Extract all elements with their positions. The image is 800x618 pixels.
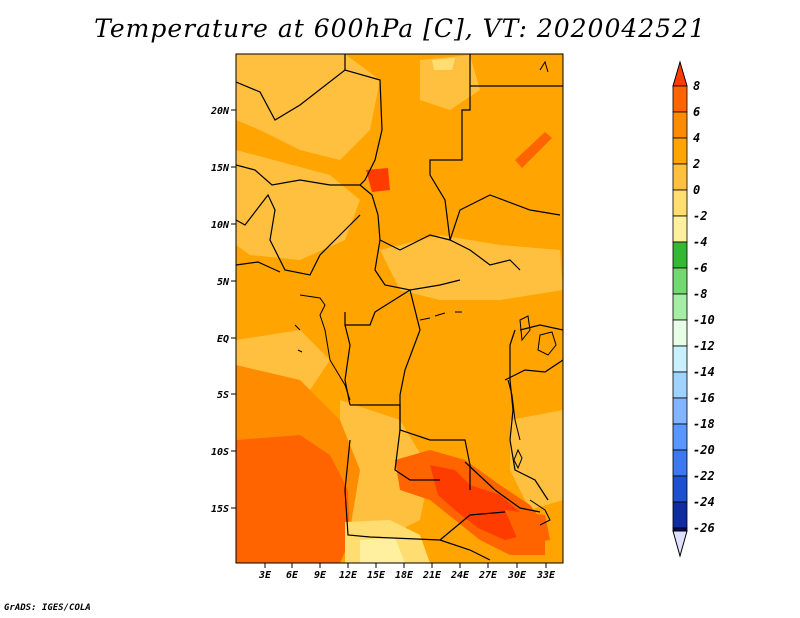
lon-tick: 3E: [258, 563, 272, 581]
lon-label: 15E: [367, 570, 386, 581]
lat-label: 5S: [217, 390, 229, 401]
colorbar-label: -16: [693, 391, 715, 405]
lat-tick: 5N: [217, 277, 236, 288]
colorbar-label: 2: [692, 157, 700, 171]
lat-label: 15N: [211, 163, 230, 174]
lon-label: 3E: [258, 570, 272, 581]
colorbar-label: -12: [693, 339, 715, 353]
colorbar-segment: [672, 215, 688, 243]
colorbar-segment: [672, 371, 688, 399]
lon-tick: 33E: [536, 563, 556, 581]
credit-text: GrADS: IGES/COLA: [4, 603, 91, 613]
colorbar-segment: [672, 293, 688, 321]
fill-warm-light: [236, 54, 380, 160]
lon-tick: 21E: [422, 563, 442, 581]
colorbar-segment: [672, 345, 688, 373]
fill-warm-light: [510, 410, 563, 510]
lat-tick: 20N: [210, 106, 236, 117]
colorbar-label: -2: [693, 209, 707, 223]
fill-cool: [432, 58, 455, 70]
colorbar-segment: [672, 241, 688, 269]
colorbar: 8 6 4 2 0 -2 -4 -6 -8 -10 -12 -14 -16 -1…: [672, 60, 715, 558]
lon-label: 9E: [314, 570, 327, 581]
coastlines-lakes: [294, 60, 557, 526]
colorbar-label: -6: [693, 261, 707, 275]
lon-label: 30E: [507, 570, 527, 581]
colorbar-segment: [672, 501, 688, 529]
lon-label: 6E: [286, 570, 299, 581]
colorbar-label: 8: [693, 79, 700, 93]
map-title: Temperature at 600hPa [C], VT: 202004252…: [94, 14, 706, 43]
colorbar-segment: [672, 137, 688, 165]
lon-tick: 9E: [314, 563, 327, 581]
lon-label: 27E: [478, 570, 498, 581]
colorbar-label: -20: [693, 443, 715, 457]
lon-tick: 15E: [367, 563, 386, 581]
lon-tick: 18E: [395, 563, 414, 581]
map-frame: [235, 53, 564, 564]
lon-tick: 6E: [286, 563, 299, 581]
colorbar-label: -26: [693, 521, 715, 535]
colorbar-label: -18: [693, 417, 715, 431]
fill-hot: [505, 510, 550, 545]
lat-tick: 5S: [217, 390, 236, 401]
lon-tick: 27E: [478, 563, 498, 581]
lon-axis: 3E 6E 9E 12E 15E 18E 21E 24E 27E 30E 33E: [258, 563, 556, 581]
fill-warm-light: [340, 400, 430, 540]
colorbar-segment: [672, 449, 688, 477]
lat-tick: EQ: [217, 334, 236, 345]
colorbar-label: -8: [693, 287, 707, 301]
lon-label: 12E: [339, 570, 358, 581]
colorbar-bottom-arrow: [672, 530, 688, 558]
colorbar-label: -4: [693, 235, 707, 249]
colorbar-segment: [672, 189, 688, 217]
colorbar-segment: [672, 267, 688, 295]
lat-tick: 15N: [211, 163, 236, 174]
lon-tick: 12E: [339, 563, 358, 581]
lat-label: 5N: [217, 277, 230, 288]
fill-hottest: [366, 168, 390, 192]
fill-hot: [236, 435, 350, 563]
fill-coolest: [360, 538, 405, 563]
colorbar-segment: [672, 85, 688, 113]
country-borders: [236, 54, 563, 561]
colorbar-segment: [672, 111, 688, 139]
fill-warm-light: [380, 235, 563, 300]
colorbar-label: -24: [693, 495, 715, 509]
lat-tick: 15S: [211, 504, 236, 515]
fill-hottest: [430, 465, 525, 540]
colorbar-segment: [672, 319, 688, 347]
lat-label: EQ: [217, 334, 229, 345]
lon-label: 24E: [450, 570, 470, 581]
lat-axis: 20N 15N 10N 5N EQ 5S 10S 15S: [210, 106, 236, 515]
colorbar-label: -14: [693, 365, 715, 379]
temperature-field: [236, 54, 563, 563]
fill-hot: [515, 132, 552, 168]
colorbar-label: 6: [693, 105, 700, 119]
lon-label: 18E: [395, 570, 414, 581]
lat-tick: 10S: [211, 447, 236, 458]
colorbar-label: 4: [693, 131, 700, 145]
lat-tick: 10N: [211, 220, 236, 231]
colorbar-label: 0: [693, 183, 700, 197]
lat-label: 20N: [210, 106, 230, 117]
fill-warm-light: [236, 150, 360, 260]
colorbar-label: -22: [693, 469, 715, 483]
colorbar-segment: [672, 423, 688, 451]
colorbar-segment: [672, 163, 688, 191]
colorbar-segment: [672, 397, 688, 425]
colorbar-top-arrow: [672, 60, 688, 87]
lat-label: 15S: [211, 504, 229, 515]
lon-label: 21E: [422, 570, 442, 581]
lon-tick: 24E: [450, 563, 470, 581]
lat-label: 10S: [211, 447, 229, 458]
colorbar-segment: [672, 475, 688, 503]
colorbar-label: -10: [693, 313, 715, 327]
lon-label: 33E: [536, 570, 556, 581]
lon-tick: 30E: [507, 563, 527, 581]
lat-label: 10N: [211, 220, 230, 231]
